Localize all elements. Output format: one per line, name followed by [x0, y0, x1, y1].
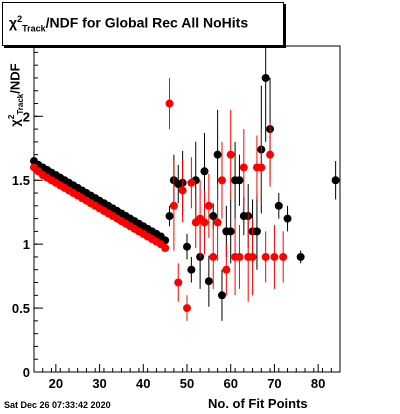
data-point-0 — [165, 212, 174, 221]
data-point-0 — [204, 277, 213, 286]
y-axis-title-text: χ2Track/NDF — [7, 63, 25, 127]
data-point-1 — [209, 252, 218, 261]
axes: 20 30 40 50 60 70 80 0 0.5 1 1.5 2 — [12, 51, 341, 391]
x-tick-label: 20 — [49, 376, 63, 391]
x-tick-label: 70 — [267, 376, 281, 391]
y-tick-label: 2 — [23, 109, 30, 124]
data-point-1 — [174, 278, 183, 287]
x-tick-label: 60 — [223, 376, 237, 391]
title-subscript: Track — [22, 23, 46, 34]
data-point-1 — [183, 304, 191, 313]
data-point-1 — [226, 150, 235, 159]
data-point-0 — [213, 150, 222, 159]
data-point-0 — [261, 73, 270, 82]
data-marks — [30, 14, 340, 321]
data-point-1 — [239, 163, 248, 172]
title-rest: /NDF for Global Rec All NoHits — [45, 14, 249, 31]
x-axis-title: No. of Fit Points — [208, 396, 308, 411]
data-point-1 — [270, 252, 279, 261]
data-point-0 — [252, 227, 261, 236]
data-point-1 — [235, 252, 244, 261]
data-point-0 — [209, 212, 218, 221]
chart-title: χ2Track/NDF for Global Rec All NoHits — [9, 14, 248, 33]
data-point-1 — [248, 252, 257, 261]
data-point-0 — [217, 291, 226, 300]
data-point-1 — [187, 178, 196, 187]
data-point-0 — [283, 214, 292, 223]
data-point-1 — [279, 252, 288, 261]
data-point-1 — [222, 265, 231, 274]
y-title-subscript: Track — [15, 93, 25, 115]
y-tick-label: 0.5 — [12, 301, 30, 316]
data-point-1 — [266, 150, 275, 159]
chart-title-box: χ2Track/NDF for Global Rec All NoHits — [2, 2, 284, 46]
data-point-0 — [226, 227, 235, 236]
y-title-superscript: 2 — [7, 114, 17, 120]
data-point-0 — [331, 176, 340, 185]
data-point-1 — [217, 176, 226, 185]
y-axis-title: χ2Track/NDF — [6, 40, 26, 150]
x-tick-label: 80 — [311, 376, 325, 391]
y-tick-label: 1.5 — [12, 173, 30, 188]
data-point-1 — [213, 218, 222, 227]
data-point-1 — [178, 186, 187, 195]
data-point-0 — [183, 242, 191, 251]
data-point-1 — [169, 201, 178, 210]
data-point-0 — [235, 176, 244, 185]
x-tick-label: 30 — [92, 376, 106, 391]
data-point-1 — [261, 252, 270, 261]
plot-frame — [33, 45, 341, 373]
x-tick-label: 50 — [180, 376, 194, 391]
data-point-0 — [187, 265, 196, 274]
title-chi: χ — [9, 14, 18, 31]
data-point-0 — [200, 167, 209, 176]
title-superscript: 2 — [17, 14, 23, 25]
timestamp: Sat Dec 26 07:33:42 2020 — [4, 400, 111, 410]
data-point-1 — [204, 201, 213, 210]
y-tick-label: 0 — [23, 365, 30, 380]
y-tick-label: 1 — [23, 237, 30, 252]
x-tick-label: 40 — [136, 376, 150, 391]
data-point-0 — [274, 201, 283, 210]
data-point-1 — [257, 163, 266, 172]
data-point-1 — [165, 99, 174, 108]
data-point-1 — [200, 218, 209, 227]
data-point-1 — [161, 243, 170, 252]
data-point-0 — [296, 252, 305, 261]
